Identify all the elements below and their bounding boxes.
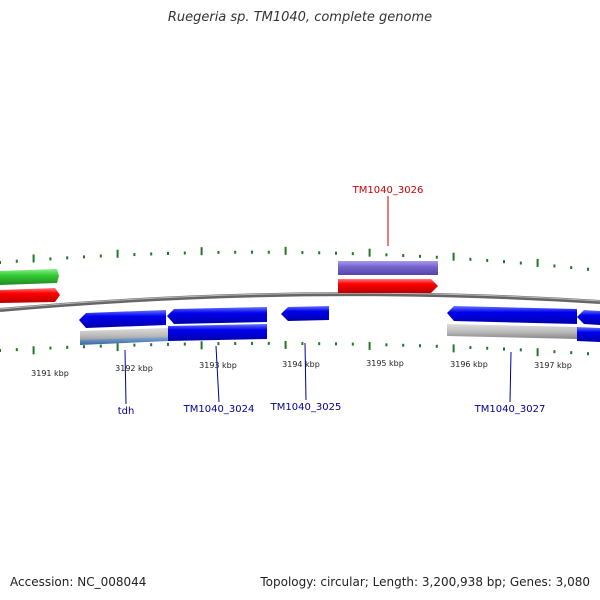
scale-label: 3192 kbp xyxy=(115,364,153,373)
lower-tick-marks xyxy=(0,340,589,357)
misc-feature-tm1040-3026[interactable] xyxy=(338,261,438,275)
gene-label-tm1040-3026[interactable]: TM1040_3026 xyxy=(352,185,424,196)
gene-label-tm1040-3024[interactable]: TM1040_3024 xyxy=(183,404,255,415)
gene-label-tdh[interactable]: tdh xyxy=(118,406,135,417)
scale-label: 3194 kbp xyxy=(282,360,320,369)
cds-feature-right-edge[interactable] xyxy=(577,310,600,325)
genome-backbone-highlight xyxy=(0,292,600,310)
scale-label: 3195 kbp xyxy=(366,359,404,368)
gene-label-tm1040-3025[interactable]: TM1040_3025 xyxy=(270,402,342,413)
gene-feature-tm1040-3027[interactable] xyxy=(447,324,577,339)
gene-label-tm1040-3027[interactable]: TM1040_3027 xyxy=(474,404,546,415)
misc-feature-tdh[interactable] xyxy=(80,337,168,345)
scale-label: 3196 kbp xyxy=(450,360,488,369)
leader-line-tm1040-3024 xyxy=(215,345,220,403)
scale-label: 3191 kbp xyxy=(31,369,69,378)
scale-label: 3197 kbp xyxy=(534,361,572,370)
gene-feature-right-edge[interactable] xyxy=(577,327,600,342)
cds-feature-tdh[interactable] xyxy=(79,310,166,328)
accession-text: Accession: NC_008044 xyxy=(10,575,147,589)
leader-line-tm1040-3027 xyxy=(509,351,512,403)
cds-feature-tm1040-3027[interactable] xyxy=(447,306,577,324)
cds-feature-tm1040-3024[interactable] xyxy=(167,307,267,324)
cds-feature-tm1040-3026[interactable] xyxy=(338,279,438,293)
gene-feature-green[interactable] xyxy=(0,269,59,285)
genome-title: Ruegeria sp. TM1040, complete genome xyxy=(167,10,433,25)
genome-summary-text: Topology: circular; Length: 3,200,938 bp… xyxy=(260,575,590,589)
leader-line-tm1040-3025 xyxy=(304,342,307,401)
genome-backbone xyxy=(0,292,600,312)
upper-tick-marks xyxy=(0,246,589,271)
cds-feature-tm1040-3025[interactable] xyxy=(281,306,329,321)
scale-label: 3193 kbp xyxy=(199,361,237,370)
gene-feature-tm1040-3024[interactable] xyxy=(168,324,267,341)
cds-feature-red-left[interactable] xyxy=(0,288,60,303)
leader-line-tdh xyxy=(124,349,127,405)
